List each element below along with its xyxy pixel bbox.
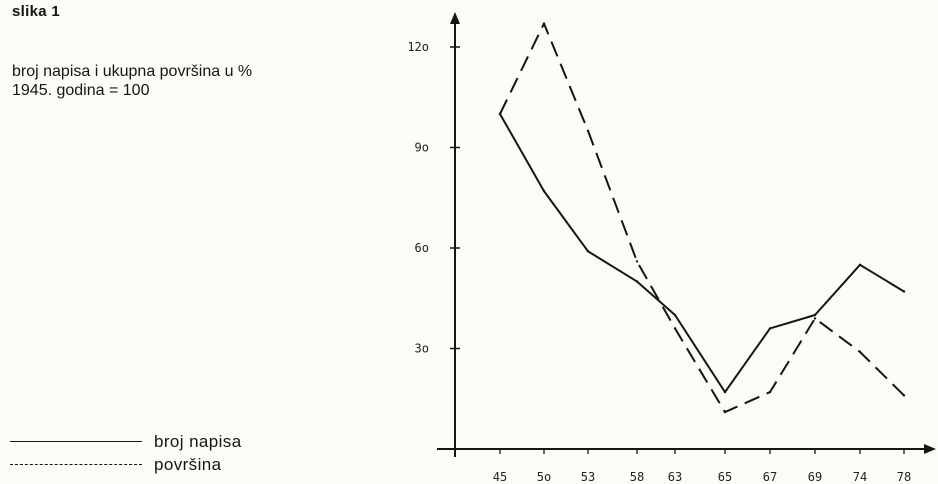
legend-label-povrsina: površina [154, 454, 222, 474]
data-point-povrsina [635, 260, 639, 263]
x-tick-label: 58 [630, 470, 644, 484]
chart-description: broj napisa i ukupna površina u % 1945. … [12, 62, 402, 100]
data-point-broj-napisa [542, 189, 546, 193]
data-point-broj-napisa [902, 290, 906, 293]
data-point-broj-napisa [635, 280, 639, 283]
legend-dashed-line-swatch [10, 464, 142, 465]
figure-label: slika 1 [12, 3, 60, 20]
x-tick-label: 63 [668, 470, 682, 484]
x-tick-label: 78 [897, 470, 911, 484]
y-tick-label: 9o [415, 141, 429, 155]
data-point-povrsina [673, 327, 677, 330]
x-tick-label: 74 [853, 470, 867, 484]
data-point-broj-napisa [723, 390, 727, 394]
y-axis-arrow [450, 12, 460, 24]
data-point-broj-napisa [586, 250, 590, 253]
series-line-broj-napisa [499, 113, 905, 394]
series-line-povrsina [499, 22, 905, 414]
y-tick-label: 6o [415, 241, 429, 255]
x-axis-arrow [924, 444, 936, 454]
data-point-povrsina [723, 410, 727, 414]
description-line-2: 1945. godina = 100 [12, 82, 150, 99]
data-point-povrsina [586, 129, 590, 132]
x-tick-label: 65 [718, 470, 732, 484]
x-tick-label: 45 [493, 470, 507, 484]
legend-solid-line-swatch [10, 441, 142, 442]
data-point-broj-napisa [858, 263, 862, 266]
y-tick-label: 3o [415, 342, 429, 356]
data-point-povrsina [542, 22, 546, 25]
legend-label-broj-napisa: broj napisa [154, 431, 242, 451]
x-tick-label: 69 [808, 470, 822, 484]
data-point-broj-napisa [768, 327, 772, 330]
x-tick-label: 53 [581, 470, 595, 484]
x-tick-label: 67 [763, 470, 777, 484]
data-point-povrsina [768, 390, 772, 394]
chart-legend: broj napisa površina [10, 430, 242, 476]
x-tick-label: 5o [537, 470, 551, 484]
data-point-broj-napisa [673, 313, 677, 317]
data-point-povrsina [902, 394, 906, 397]
y-tick-label: 12o [407, 40, 429, 54]
legend-item-povrsina: površina [10, 453, 242, 476]
legend-item-broj-napisa: broj napisa [10, 430, 242, 453]
data-point-broj-napisa [813, 313, 817, 317]
data-point-povrsina [858, 350, 862, 354]
data-point-povrsina [813, 317, 817, 320]
data-point-povrsina [498, 112, 502, 116]
description-line-1: broj napisa i ukupna površina u % [12, 63, 253, 80]
